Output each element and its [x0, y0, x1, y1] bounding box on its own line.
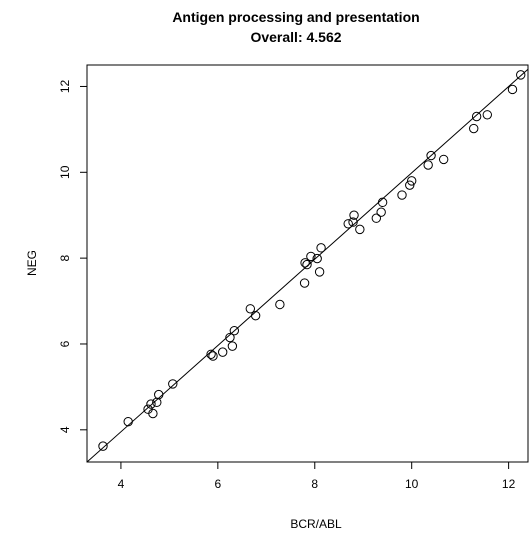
chart-subtitle: Overall: 4.562 — [250, 29, 341, 45]
chart-title: Antigen processing and presentation — [172, 9, 419, 25]
data-point — [154, 389, 164, 400]
data-point — [343, 219, 353, 229]
data-point — [376, 207, 386, 217]
y-tick-label: 6 — [58, 340, 72, 347]
points-layer — [98, 70, 526, 451]
data-point — [146, 399, 156, 409]
data-point — [225, 332, 235, 343]
data-point — [516, 70, 526, 80]
data-point — [312, 253, 322, 264]
data-point — [245, 304, 256, 314]
data-point — [471, 111, 482, 122]
x-tick-label: 4 — [118, 477, 125, 491]
reference-line — [86, 68, 529, 463]
x-axis: 4 6 8 10 12 — [118, 462, 516, 491]
data-point — [148, 408, 158, 419]
data-point — [371, 213, 382, 223]
data-point — [438, 154, 449, 165]
data-point — [397, 190, 407, 200]
data-point — [406, 176, 417, 186]
data-point — [300, 258, 310, 268]
data-point — [227, 341, 238, 351]
data-point — [348, 217, 358, 227]
y-axis: 4 6 8 10 12 — [58, 79, 87, 433]
data-point — [349, 210, 359, 220]
data-point — [426, 150, 436, 161]
data-point — [217, 347, 228, 357]
data-point — [299, 278, 310, 288]
data-point — [250, 310, 261, 321]
data-point — [208, 351, 218, 361]
data-point — [377, 197, 388, 208]
y-axis-label: NEG — [25, 250, 39, 276]
x-tick-label: 8 — [311, 477, 318, 491]
data-point — [405, 180, 415, 190]
data-point — [206, 349, 216, 359]
data-point — [482, 110, 492, 120]
data-point — [469, 123, 479, 134]
y-tick-label: 12 — [58, 79, 72, 93]
x-tick-label: 6 — [215, 477, 222, 491]
data-point — [355, 224, 365, 235]
x-tick-label: 12 — [502, 477, 516, 491]
x-axis-label: BCR/ABL — [290, 517, 342, 531]
data-point — [423, 160, 433, 170]
data-point — [123, 416, 133, 427]
y-tick-label: 8 — [58, 254, 72, 261]
data-point — [275, 299, 285, 310]
data-point — [316, 243, 326, 253]
data-point — [229, 325, 240, 336]
y-tick-label: 10 — [58, 165, 72, 179]
data-point — [302, 259, 312, 270]
data-point — [98, 441, 108, 451]
data-point — [507, 84, 518, 95]
x-tick-label: 10 — [405, 477, 419, 491]
plot-frame — [86, 64, 529, 463]
data-point — [306, 251, 316, 262]
data-point — [168, 379, 178, 389]
y-tick-label: 4 — [58, 426, 72, 433]
data-point — [314, 267, 325, 277]
reference-line-layer — [86, 68, 529, 463]
